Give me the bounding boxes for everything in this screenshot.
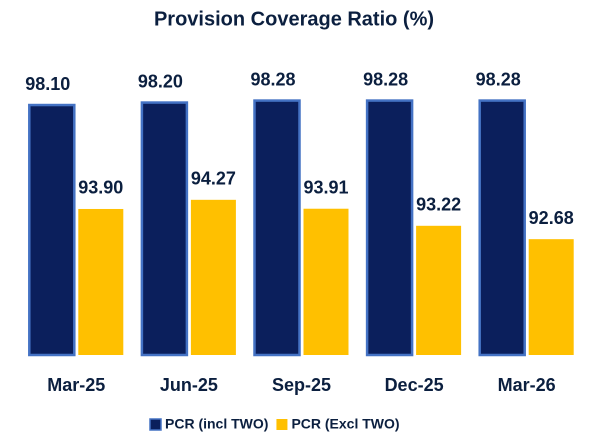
x-tick-label: Sep-25 bbox=[272, 375, 331, 395]
value-label: 98.20 bbox=[138, 71, 183, 91]
x-tick-label: Dec-25 bbox=[385, 375, 444, 395]
legend-swatch bbox=[149, 418, 162, 431]
bar bbox=[253, 99, 301, 357]
bar bbox=[28, 103, 76, 357]
bar bbox=[416, 225, 462, 355]
legend-label: PCR (Excl TWO) bbox=[291, 416, 399, 432]
bar bbox=[190, 199, 236, 355]
bar bbox=[78, 208, 124, 355]
bar bbox=[478, 99, 526, 357]
x-tick-label: Jun-25 bbox=[160, 375, 218, 395]
value-label: 98.28 bbox=[363, 69, 408, 89]
bar bbox=[303, 208, 349, 355]
chart-title: Provision Coverage Ratio (%) bbox=[154, 8, 434, 30]
value-label: 94.27 bbox=[191, 169, 236, 189]
bar bbox=[140, 101, 189, 357]
value-label: 93.90 bbox=[78, 178, 123, 198]
value-label: 98.28 bbox=[476, 69, 521, 89]
x-tick-label: Mar-26 bbox=[498, 375, 556, 395]
value-label: 93.22 bbox=[416, 195, 461, 215]
value-label: 93.91 bbox=[303, 177, 348, 197]
value-label: 92.68 bbox=[529, 208, 574, 228]
value-label: 98.10 bbox=[25, 74, 70, 94]
bar bbox=[528, 239, 574, 355]
bar bbox=[365, 99, 414, 357]
x-tick-label: Mar-25 bbox=[47, 375, 105, 395]
value-label: 98.28 bbox=[250, 69, 295, 89]
legend-swatch bbox=[276, 419, 288, 430]
legend-label: PCR (incl TWO) bbox=[165, 416, 268, 432]
